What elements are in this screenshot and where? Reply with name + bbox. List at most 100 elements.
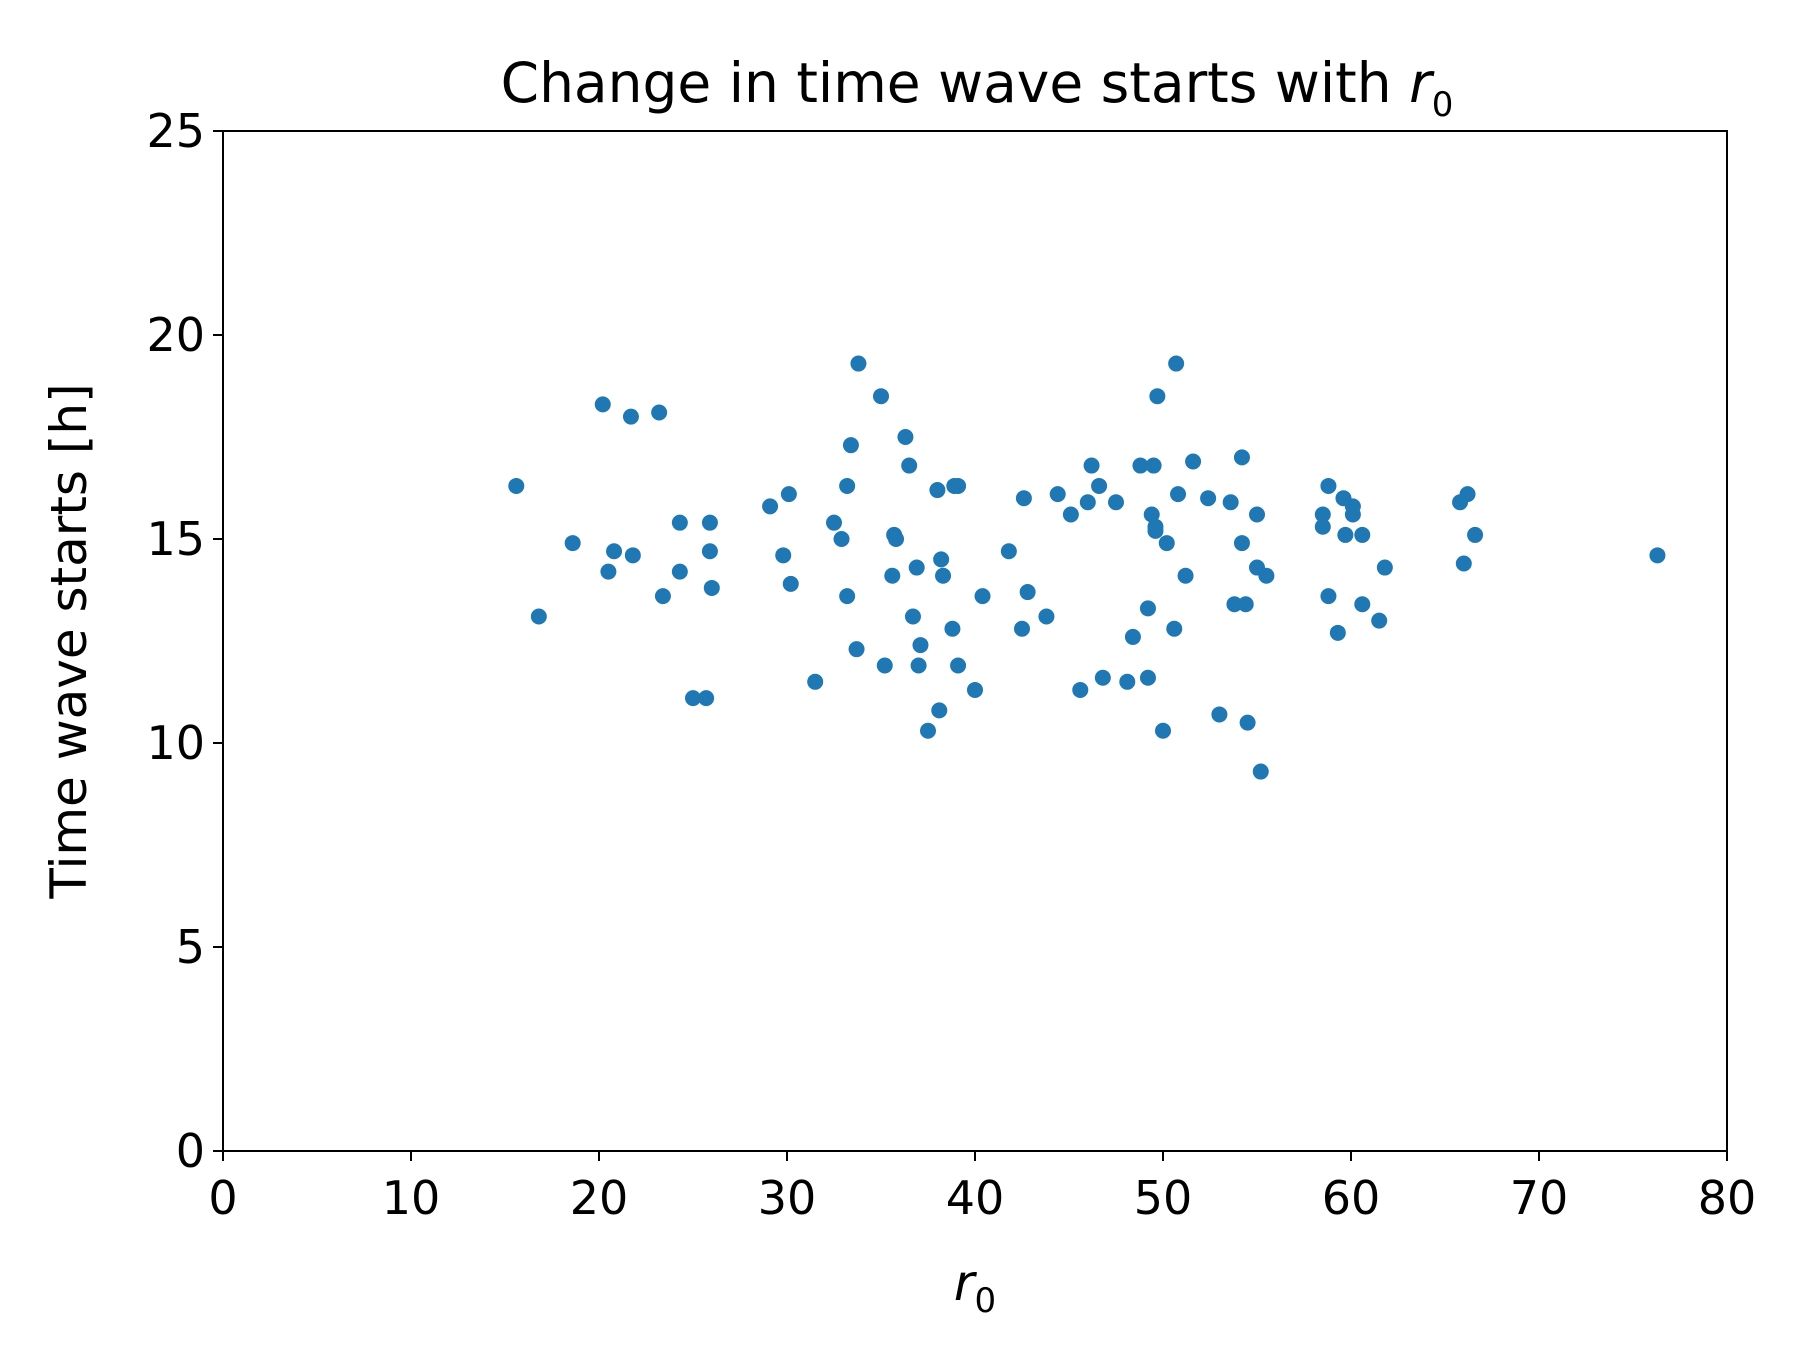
data-point <box>564 535 581 552</box>
data-point <box>848 641 865 658</box>
data-point <box>624 547 641 564</box>
data-point <box>1091 477 1108 494</box>
data-point <box>1139 600 1156 617</box>
y-tick-label: 5 <box>176 920 205 974</box>
data-point <box>1649 547 1666 564</box>
x-axis-ticks: 0 10 20 30 40 50 60 70 80 <box>208 1151 1756 1225</box>
data-point <box>1226 596 1243 613</box>
data-point <box>698 690 715 707</box>
data-point <box>775 547 792 564</box>
x-tick-label: 30 <box>758 1171 817 1225</box>
data-point <box>1249 506 1265 523</box>
data-point <box>888 531 905 547</box>
data-point <box>876 657 893 674</box>
data-point <box>1376 559 1393 576</box>
data-point <box>1143 506 1160 523</box>
data-point <box>1314 506 1331 523</box>
chart-title: Change in time wave starts with r0 <box>501 51 1454 125</box>
data-point <box>935 567 952 584</box>
data-point <box>780 486 797 503</box>
data-point <box>1158 535 1175 552</box>
data-point <box>920 722 936 739</box>
data-point <box>897 429 914 445</box>
data-point <box>833 531 850 547</box>
data-point <box>1252 763 1269 780</box>
data-point <box>1170 486 1187 503</box>
data-point <box>1329 624 1346 641</box>
data-point <box>508 477 525 494</box>
data-point <box>762 498 779 515</box>
data-point <box>901 457 918 474</box>
data-point <box>671 514 688 531</box>
data-points <box>508 355 1666 780</box>
data-point <box>1149 388 1166 405</box>
data-point <box>850 355 867 372</box>
data-point <box>1094 669 1111 686</box>
data-point <box>944 620 961 637</box>
data-point <box>826 514 842 531</box>
data-point <box>1139 669 1156 686</box>
data-point <box>701 514 718 531</box>
y-tick-label: 20 <box>146 308 205 362</box>
data-point <box>606 543 623 560</box>
data-point <box>908 559 925 576</box>
data-point <box>1049 486 1066 503</box>
x-axis-label: r0 <box>954 1254 996 1321</box>
data-point <box>651 404 668 421</box>
data-point <box>671 563 688 580</box>
data-point <box>1147 522 1164 539</box>
y-tick-label: 15 <box>146 512 205 566</box>
data-point <box>1344 506 1361 523</box>
data-point <box>1239 714 1256 731</box>
x-axis-label-subscript: 0 <box>974 1281 996 1321</box>
data-point <box>1211 706 1228 723</box>
data-point <box>1258 567 1275 584</box>
data-point <box>950 477 967 494</box>
data-point <box>1083 457 1100 474</box>
x-axis-label-symbol: r <box>954 1254 978 1312</box>
y-tick-label: 10 <box>146 716 205 770</box>
data-point <box>1354 596 1371 613</box>
data-point <box>1320 588 1337 605</box>
data-point <box>1200 490 1217 507</box>
data-point <box>1168 355 1185 372</box>
data-point <box>703 579 720 596</box>
data-point <box>1015 490 1032 507</box>
data-point <box>929 482 946 499</box>
data-point <box>1337 526 1354 543</box>
data-point <box>1467 526 1484 543</box>
y-tick-label: 0 <box>176 1124 205 1178</box>
y-axis-ticks: 0 5 10 15 20 25 <box>146 104 223 1178</box>
data-point <box>912 637 929 654</box>
data-point <box>701 543 718 560</box>
data-point <box>974 588 991 605</box>
data-point <box>1222 494 1239 511</box>
data-point <box>873 388 889 405</box>
data-point <box>1014 620 1030 637</box>
y-tick-label: 25 <box>146 104 205 158</box>
plot-frame <box>222 130 1728 1152</box>
data-point <box>622 408 639 425</box>
data-point <box>1233 449 1250 466</box>
x-tick-label: 20 <box>570 1171 629 1225</box>
x-tick-label: 60 <box>1322 1171 1381 1225</box>
data-point <box>1155 722 1171 739</box>
data-point <box>1038 608 1055 625</box>
data-point <box>1145 457 1162 474</box>
x-tick-label: 10 <box>382 1171 441 1225</box>
data-point <box>1459 486 1476 503</box>
data-point <box>839 477 856 494</box>
data-point <box>685 690 701 707</box>
data-point <box>933 551 950 568</box>
data-point <box>1119 673 1136 690</box>
data-point <box>1354 526 1371 543</box>
data-point <box>654 588 671 605</box>
x-tick-label: 70 <box>1510 1171 1569 1225</box>
data-point <box>1000 543 1017 560</box>
chart-title-subscript: 0 <box>1432 85 1454 125</box>
chart-title-text: Change in time wave starts with <box>501 51 1409 115</box>
x-tick-label: 80 <box>1698 1171 1757 1225</box>
data-point <box>1079 494 1096 511</box>
data-point <box>530 608 547 625</box>
